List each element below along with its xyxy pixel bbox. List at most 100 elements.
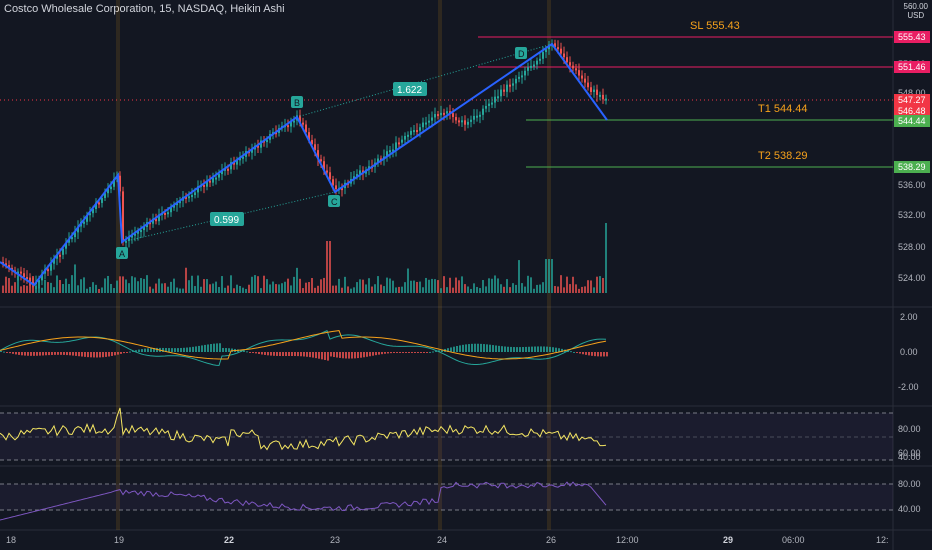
harmonic-pattern-line[interactable] <box>0 42 608 287</box>
price-tick: 532.00 <box>898 210 926 220</box>
macd-histogram-bar <box>24 352 26 356</box>
volume-bar <box>551 259 553 293</box>
macd-histogram-bar <box>243 350 245 352</box>
candle-body <box>329 172 331 180</box>
candle-body <box>125 240 127 243</box>
macd-histogram-bar <box>552 347 554 352</box>
price-tag-t2[interactable]: 538.29 <box>894 161 930 173</box>
macd-histogram-bar <box>123 352 125 354</box>
point-b[interactable]: B <box>291 96 303 108</box>
macd-histogram-bar <box>168 348 170 352</box>
macd-histogram-bar <box>369 352 371 357</box>
candle-body <box>512 83 514 86</box>
candle-body <box>416 130 418 133</box>
macd-histogram-bar <box>549 346 551 352</box>
candle-body <box>167 212 169 215</box>
volume-bar <box>536 284 538 293</box>
volume-bar <box>29 278 31 293</box>
macd-histogram-bar <box>576 352 578 353</box>
volume-bar <box>533 288 535 293</box>
macd-histogram-bar <box>435 350 437 352</box>
macd-histogram-bar <box>225 348 227 352</box>
volume-bar <box>5 276 7 293</box>
volume-bar <box>116 280 118 293</box>
point-d[interactable]: D <box>515 47 527 59</box>
volume-bar <box>458 280 460 293</box>
volume-bar <box>17 275 19 293</box>
candle-body <box>590 87 592 92</box>
volume-bar <box>287 278 289 293</box>
volume-bar <box>497 278 499 293</box>
volume-bar <box>374 284 376 293</box>
volume-bar <box>380 284 382 293</box>
price-tag-t1[interactable]: 544.44 <box>894 115 930 127</box>
macd-histogram-bar <box>420 352 422 353</box>
candle-body <box>419 127 421 131</box>
candle-body <box>473 115 475 120</box>
macd-histogram-bar <box>324 352 326 360</box>
candle-body <box>62 248 64 255</box>
volume-bar <box>587 280 589 293</box>
volume-bar <box>332 285 334 293</box>
volume-bar <box>485 286 487 293</box>
ratio-bc-badge[interactable]: 1.622 <box>393 82 427 96</box>
macd-histogram-bar <box>66 352 68 356</box>
candle-body <box>299 115 301 123</box>
price-tag-sl[interactable]: 555.43 <box>894 31 930 43</box>
volume-bar <box>443 276 445 293</box>
candle-body <box>491 102 493 105</box>
candle-body <box>353 176 355 180</box>
currency-label[interactable]: 560.00 USD <box>904 2 928 20</box>
volume-bar <box>299 278 301 293</box>
macd-histogram-bar <box>606 352 608 357</box>
macd-histogram-bar <box>27 352 29 356</box>
macd-histogram-bar <box>222 347 224 352</box>
volume-bar <box>227 285 229 293</box>
time-axis[interactable]: 18 19 22 23 24 26 12:00 29 06:00 12: <box>6 535 889 545</box>
macd-histogram-bar <box>12 352 14 354</box>
ratio-ab-badge[interactable]: 0.599 <box>210 212 244 226</box>
candle-body <box>389 150 391 153</box>
volume-bar <box>293 276 295 293</box>
price-tag-high[interactable]: 551.46 <box>894 61 930 73</box>
macd-histogram-bar <box>393 352 395 353</box>
macd-histogram-bar <box>522 347 524 352</box>
price-tag-t2-label: 538.29 <box>898 162 926 172</box>
macd-histogram-bar <box>465 344 467 352</box>
stoch-line <box>0 481 607 521</box>
candle-body <box>497 96 499 99</box>
session-band <box>116 0 120 530</box>
macd-histogram-bar <box>171 348 173 352</box>
macd-histogram-bar <box>42 352 44 356</box>
macd-histogram-bar <box>135 350 137 352</box>
candle-body <box>101 198 103 203</box>
macd-histogram-bar <box>36 352 38 356</box>
volume-bar <box>62 283 64 293</box>
price-tag-t1-label: 544.44 <box>898 116 926 126</box>
macd-histogram-bar <box>54 352 56 355</box>
candle-body <box>326 170 328 173</box>
volume-bar <box>326 241 328 293</box>
volume-bar <box>200 286 202 293</box>
volume-bar <box>560 275 562 293</box>
candle-body <box>599 94 601 97</box>
candle-body <box>305 124 307 133</box>
candle-body <box>59 254 61 257</box>
macd-histogram-bar <box>285 352 287 357</box>
price-tick: 528.00 <box>898 242 926 252</box>
volume-bar <box>251 276 253 293</box>
macd-histogram-bar <box>192 346 194 352</box>
volume-bar <box>86 288 88 293</box>
volume-bar <box>248 284 250 293</box>
point-c[interactable]: C <box>328 195 340 207</box>
macd-histogram-bar <box>333 352 335 358</box>
macd-histogram-bar <box>519 347 521 352</box>
point-a[interactable]: A <box>116 247 128 259</box>
volume-bar <box>347 286 349 293</box>
volume-bar <box>359 279 361 293</box>
macd-histogram-bar <box>273 352 275 356</box>
candle-body <box>527 67 529 71</box>
candle-body <box>377 158 379 163</box>
